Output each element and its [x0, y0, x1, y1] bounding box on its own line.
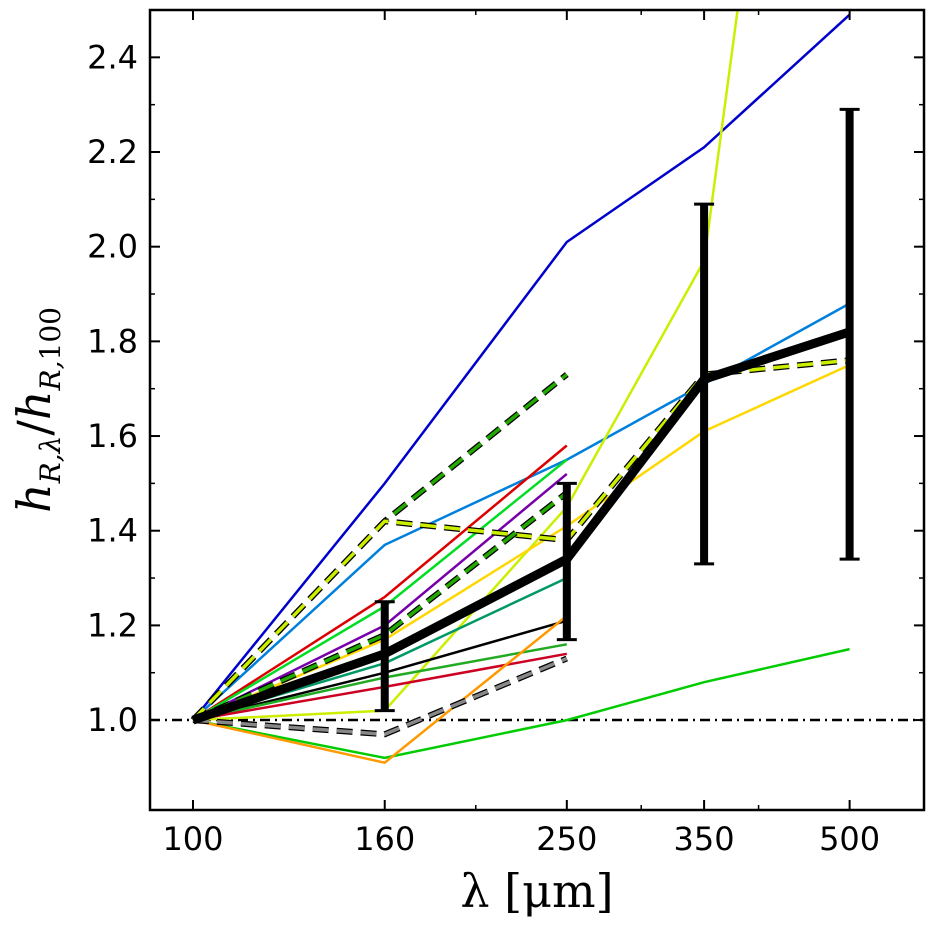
y-tick-label: 2.4: [87, 38, 138, 76]
plot-frame: [148, 8, 926, 812]
y-tick-label: 2.0: [87, 228, 138, 266]
svg-text:hR,λ/hR,100: hR,λ/hR,100: [7, 307, 67, 513]
y-tick-label: 2.2: [87, 133, 138, 171]
series-dashed-plateau-outline: [190, 357, 850, 723]
error-bar-layer: [374, 107, 860, 713]
series-dashed-mid: [192, 491, 568, 722]
x-axis-title: λ [μm]: [460, 864, 613, 918]
series-layer: [150, 10, 924, 765]
y-tick-label: 1.2: [87, 606, 138, 644]
x-tick-label: 350: [674, 820, 735, 858]
series-dashed-grey: [192, 656, 568, 737]
tick-layer: 1.0 1.2 1.4 1.6 1.8 2.0 2.2 2.4 100 160 250 350 500: [87, 10, 924, 858]
y-tick-label: 1.0: [87, 701, 138, 739]
x-tick-label: 160: [354, 820, 415, 858]
series-blue: [192, 13, 851, 721]
x-tick-label: 250: [536, 820, 597, 858]
x-tick-label: 100: [162, 820, 223, 858]
y-tick-label: 1.8: [87, 322, 138, 360]
series-gold: [192, 363, 851, 722]
series-orange: [192, 614, 568, 765]
series-green-long: [192, 647, 850, 760]
series-red: [192, 444, 568, 722]
y-tick-label: 1.4: [87, 512, 138, 550]
series-dashed-plateau: [191, 358, 850, 722]
y-axis-title: hR,λ/hR,100: [7, 307, 67, 513]
y-tick-label: 1.6: [87, 417, 138, 455]
x-tick-label: 500: [819, 820, 880, 858]
